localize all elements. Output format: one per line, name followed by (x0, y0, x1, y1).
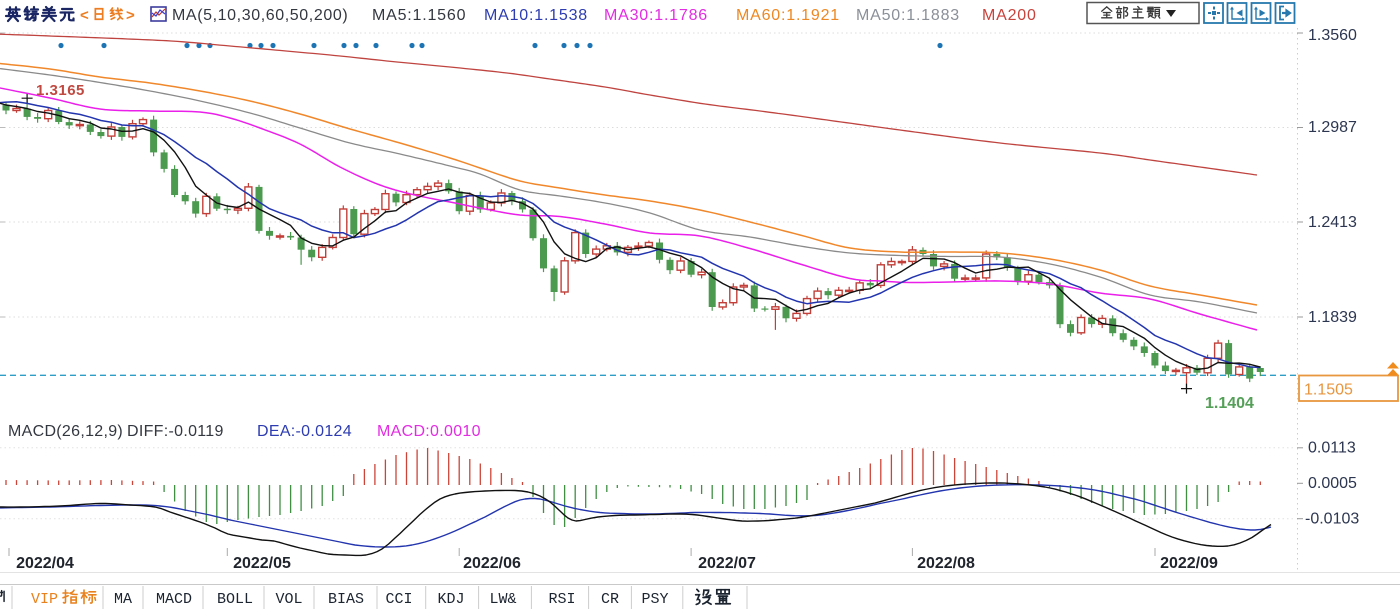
svg-text:VOL: VOL (275, 591, 302, 608)
svg-text:MA: MA (114, 591, 132, 608)
svg-text:MA30:1.1786: MA30:1.1786 (604, 7, 708, 24)
svg-text:1.1505: 1.1505 (1304, 382, 1353, 399)
svg-text:1.1839: 1.1839 (1308, 309, 1357, 326)
svg-text:CR: CR (601, 591, 619, 608)
svg-text:CCI: CCI (385, 591, 412, 608)
svg-text:1.3165: 1.3165 (36, 82, 85, 99)
svg-text:2022/09: 2022/09 (1160, 555, 1218, 572)
svg-text:MA(5,10,30,60,50,200): MA(5,10,30,60,50,200) (172, 7, 348, 24)
svg-text:BOLL: BOLL (217, 591, 253, 608)
svg-text:<: < (80, 7, 89, 24)
svg-text:MACD: MACD (156, 591, 192, 608)
svg-text:MA10:1.1538: MA10:1.1538 (484, 7, 588, 24)
svg-text:MA5:1.1560: MA5:1.1560 (372, 7, 466, 24)
svg-text:BIAS: BIAS (328, 591, 364, 608)
svg-text:MACD:0.0010: MACD:0.0010 (377, 423, 481, 440)
svg-text:MACD(26,12,9): MACD(26,12,9) (8, 423, 123, 440)
svg-text:MA60:1.1921: MA60:1.1921 (736, 7, 840, 24)
svg-text:2022/05: 2022/05 (233, 555, 291, 572)
svg-text:2022/04: 2022/04 (16, 555, 74, 572)
svg-text:MA200: MA200 (982, 7, 1037, 24)
svg-text:LW&: LW& (489, 591, 516, 608)
svg-text:0.0113: 0.0113 (1308, 440, 1356, 457)
svg-text:0.0005: 0.0005 (1308, 475, 1357, 492)
svg-text:PSY: PSY (641, 591, 668, 608)
svg-text:1.2987: 1.2987 (1308, 119, 1357, 136)
svg-text:>: > (126, 7, 135, 24)
svg-text:MA50:1.1883: MA50:1.1883 (856, 7, 960, 24)
svg-text:1.2413: 1.2413 (1308, 214, 1357, 231)
svg-text:DEA:-0.0124: DEA:-0.0124 (257, 423, 352, 440)
svg-text:KDJ: KDJ (437, 591, 464, 608)
svg-text:VIP: VIP (31, 591, 58, 608)
svg-text:DIFF:-0.0119: DIFF:-0.0119 (127, 423, 224, 440)
svg-text:1.3560: 1.3560 (1308, 27, 1357, 44)
svg-text:1.1404: 1.1404 (1205, 395, 1254, 412)
svg-text:2022/07: 2022/07 (698, 555, 756, 572)
svg-text:2022/08: 2022/08 (917, 555, 975, 572)
svg-text:2022/06: 2022/06 (463, 555, 521, 572)
svg-text:-0.0103: -0.0103 (1305, 511, 1359, 528)
svg-text:RSI: RSI (548, 591, 575, 608)
